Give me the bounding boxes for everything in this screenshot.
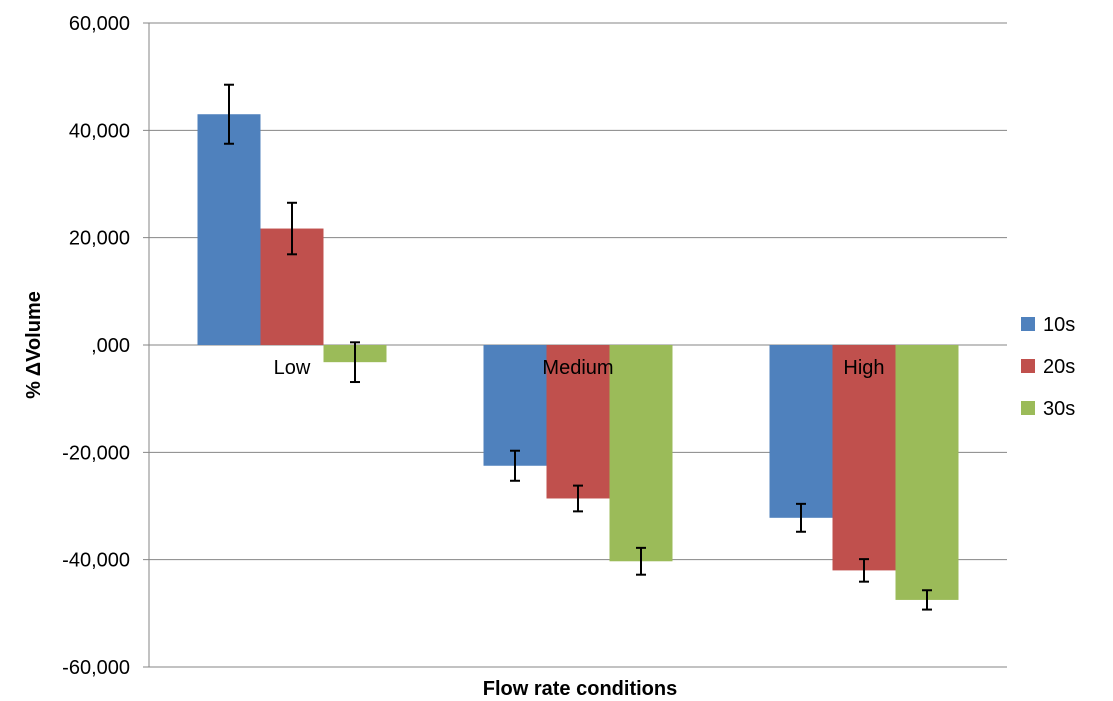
y-tick-label: 40,000 <box>69 120 130 142</box>
bar-20s-high <box>832 345 896 571</box>
legend-label: 30s <box>1043 398 1075 420</box>
legend-swatch <box>1021 359 1035 373</box>
y-tick-label: -40,000 <box>62 550 130 572</box>
bar-30s-high <box>895 345 959 600</box>
legend-swatch <box>1021 401 1035 415</box>
error-bar <box>287 201 297 256</box>
error-bar <box>636 546 646 576</box>
error-bar <box>510 449 520 482</box>
y-axis-ticks: 60,000 40,000 20,000 ,000 -20,000 -40,000 -60,… <box>62 13 130 679</box>
legend-item-30s: 30s <box>1021 398 1075 420</box>
category-labels: Low Medium High <box>274 357 885 379</box>
y-tick-label: ,000 <box>91 335 130 357</box>
error-bars <box>224 83 932 611</box>
bar-10s-low <box>197 114 261 345</box>
y-tick-label: 20,000 <box>69 228 130 250</box>
error-bar <box>350 341 360 384</box>
error-bar <box>859 558 869 583</box>
category-label: Medium <box>542 357 613 379</box>
y-axis-title: % ΔVolume <box>23 291 45 399</box>
y-tick-label: -60,000 <box>62 657 130 679</box>
error-bar <box>224 83 234 145</box>
y-tick-label: 60,000 <box>69 13 130 35</box>
bar-30s-medium <box>609 345 673 562</box>
legend-label: 20s <box>1043 356 1075 378</box>
category-label: High <box>843 357 884 379</box>
error-bar <box>573 484 583 513</box>
error-bar <box>922 589 932 611</box>
bar-10s-high <box>769 345 833 518</box>
legend-item-10s: 10s <box>1021 314 1075 336</box>
bar-20s-medium <box>546 345 610 499</box>
category-label: Low <box>274 357 311 379</box>
legend-swatch <box>1021 317 1035 331</box>
error-bar <box>796 502 806 533</box>
y-tick-label: -20,000 <box>62 442 130 464</box>
bar-10s-medium <box>483 345 547 466</box>
legend: 10s 20s 30s <box>1021 314 1075 420</box>
bars <box>197 114 959 600</box>
legend-item-20s: 20s <box>1021 356 1075 378</box>
x-axis-title: Flow rate conditions <box>483 678 677 700</box>
legend-label: 10s <box>1043 314 1075 336</box>
